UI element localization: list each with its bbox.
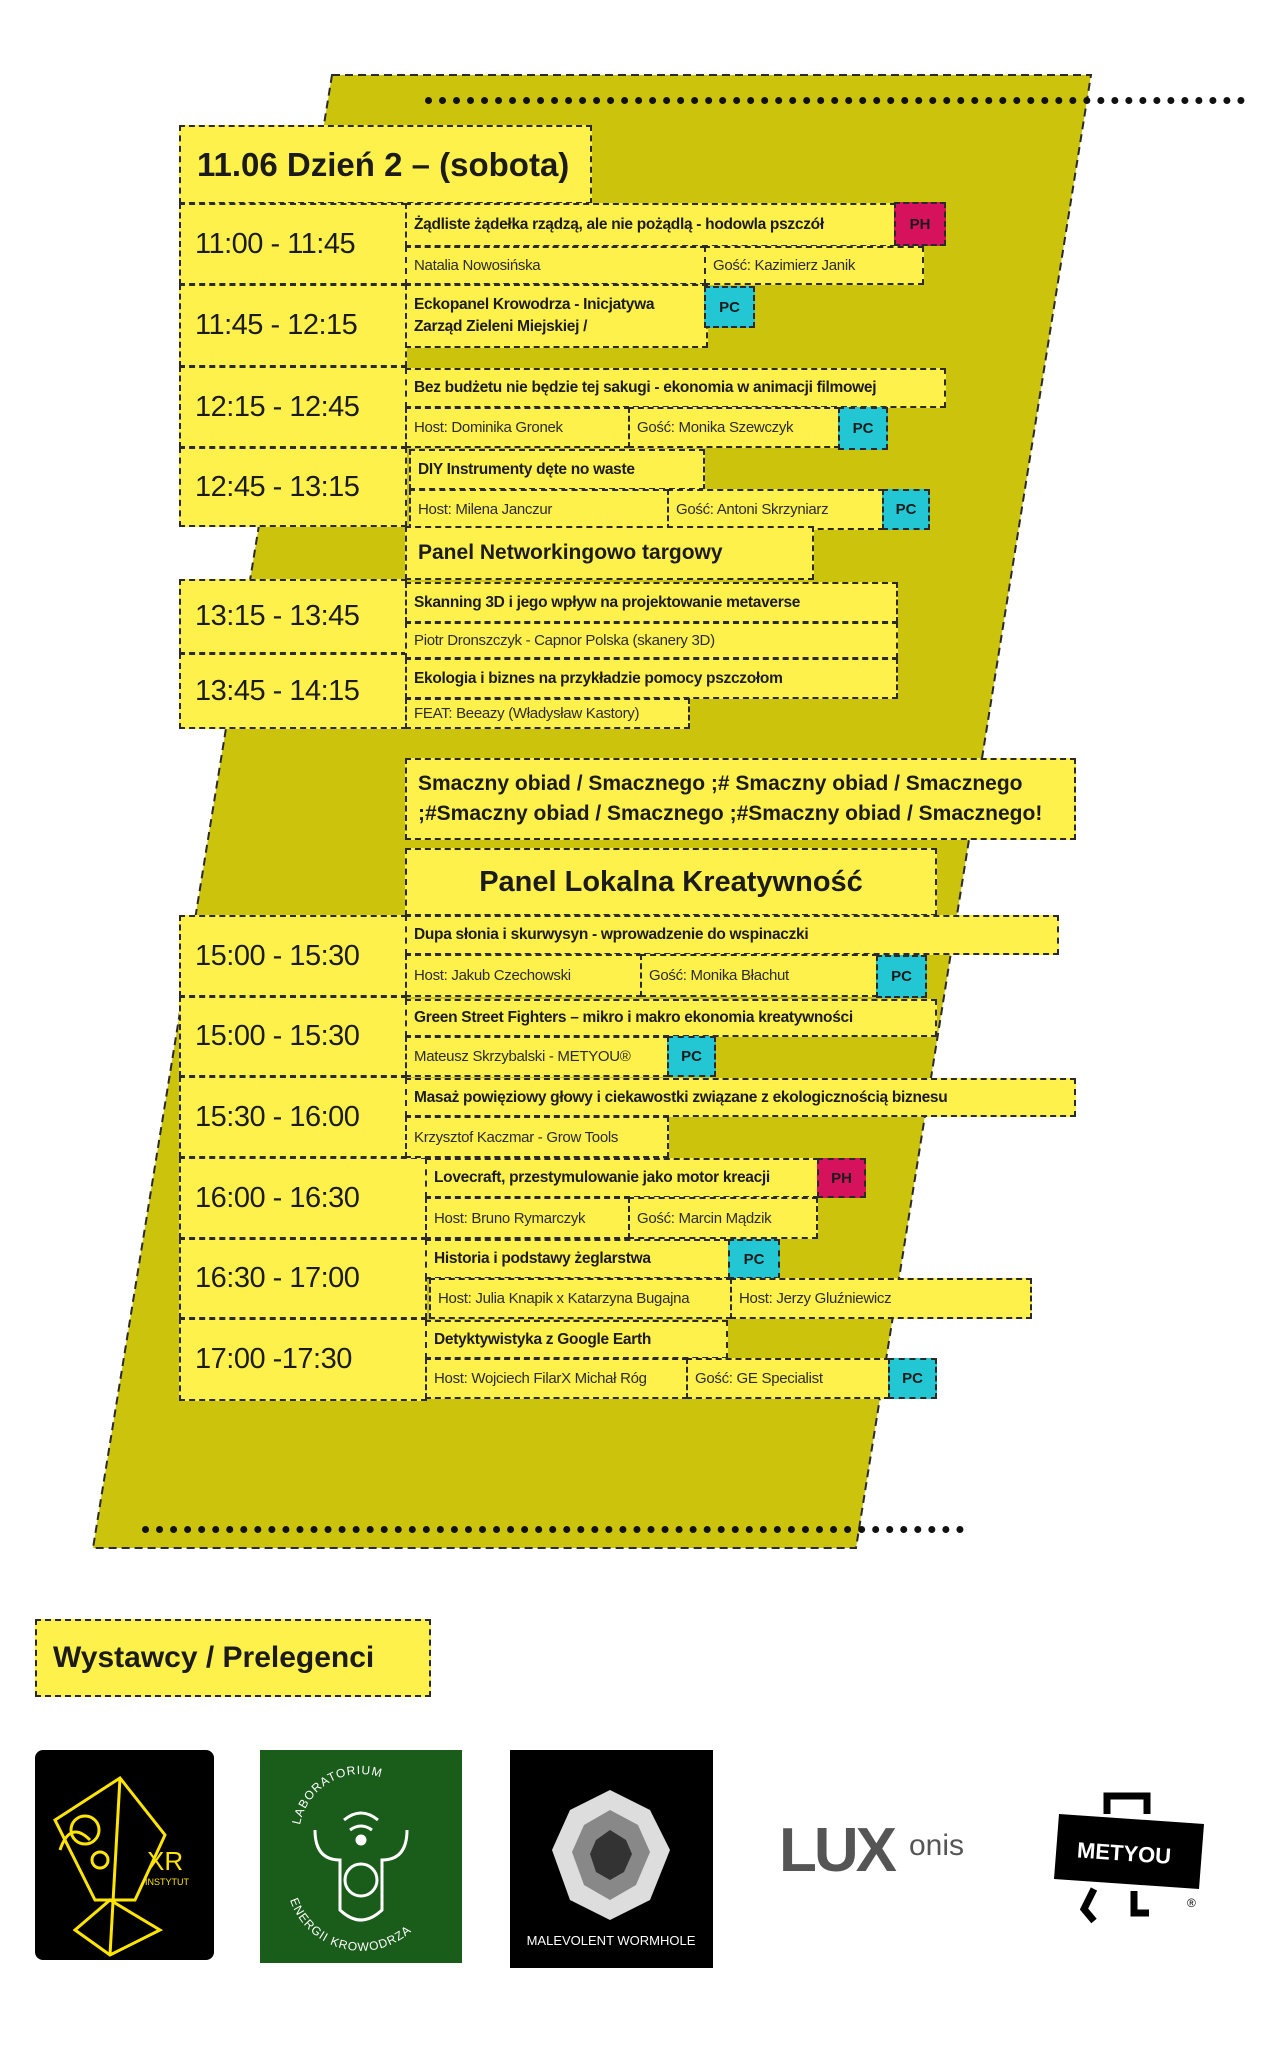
dotted-line-bottom <box>142 1526 964 1533</box>
time-slot: 11:00 - 11:45 <box>179 203 407 285</box>
lab-logo-bottom-text: ENERGII KROWODRZA <box>287 1896 413 1954</box>
time-slot: 12:45 - 13:15 <box>179 447 407 527</box>
xr-instytut-emblem-icon: XR INSTYTUT <box>53 1775 190 1957</box>
laboratorium-energii-logo: LABORATORIUM ENERGII KROWODRZA <box>260 1750 462 1963</box>
time-slot: 12:15 - 12:45 <box>179 366 407 448</box>
pc-badge: PC <box>882 489 930 530</box>
session-title-line: Zarząd Zieleni Miejskiej / <box>414 318 588 335</box>
exhibitors-heading: Wystawcy / Prelegenci <box>35 1619 431 1697</box>
session-host-2: Host: Jerzy Gluźniewicz <box>730 1278 1032 1319</box>
session-guest: Gość: Kazimierz Janik <box>704 246 924 285</box>
time-slot: 13:15 - 13:45 <box>179 579 407 654</box>
session-title: Masaż powięziowy głowy i ciekawostki zwi… <box>405 1078 1076 1117</box>
session-host: Mateusz Skrzybalski - METYOU® <box>405 1036 669 1077</box>
pc-badge: PC <box>888 1358 937 1399</box>
lunch-line: Smaczny obiad / Smacznego ;# Smaczny obi… <box>418 772 1023 795</box>
session-title: Żądliste żądełka rządzą, ale nie pożądlą… <box>405 203 896 247</box>
time-slot: 15:30 - 16:00 <box>179 1076 407 1158</box>
session-title: Detyktywistyka z Google Earth <box>425 1320 728 1359</box>
lunch-line: ;#Smaczny obiad / Smacznego ;#Smaczny ob… <box>418 802 1043 825</box>
session-guest: Gość: GE Specialist <box>686 1358 890 1399</box>
session-title: DIY Instrumenty dęte no waste <box>409 449 705 490</box>
time-slot: 15:00 - 15:30 <box>179 996 407 1077</box>
session-host: Natalia Nowosińska <box>405 246 706 285</box>
session-title: Historia i podstawy żeglarstwa <box>425 1239 730 1279</box>
luxonis-logo: LUX onis <box>779 1815 989 1890</box>
session-title: Eckopanel Krowodrza - Inicjatywa Zarząd … <box>405 284 708 348</box>
ph-badge: PH <box>817 1158 866 1198</box>
session-title: Ekologia i biznes na przykładzie pomocy … <box>405 658 898 699</box>
session-title-line: Eckopanel Krowodrza - Inicjatywa <box>414 296 655 313</box>
time-slot: 17:00 -17:30 <box>179 1318 427 1401</box>
ph-badge: PH <box>894 202 946 246</box>
session-host: Host: Dominika Gronek <box>405 407 630 448</box>
metyou-registered-mark: ® <box>1187 1896 1196 1910</box>
session-host: Host: Jakub Czechowski <box>405 954 642 997</box>
session-host: Host: Julia Knapik x Katarzyna Bugajna <box>429 1278 732 1319</box>
time-slot: 11:45 - 12:15 <box>179 284 407 367</box>
session-host: FEAT: Beeazy (Władysław Kastory) <box>405 698 690 729</box>
svg-text:ENERGII KROWODRZA: ENERGII KROWODRZA <box>287 1896 414 1954</box>
session-host: Host: Milena Janczur <box>409 489 669 530</box>
xr-logo-text: XR <box>147 1846 183 1876</box>
metyou-suitcase-icon: METYOU ® <box>1054 1792 1204 1924</box>
panel-networking: Panel Networkingowo targowy <box>405 526 814 580</box>
session-title: Lovecraft, przestymulowanie jako motor k… <box>425 1158 819 1198</box>
luxonis-logo-subtext: onis <box>909 1829 965 1862</box>
session-guest: Gość: Monika Błachut <box>640 954 878 997</box>
malevolent-wormhole-logo: MALEVOLENT WORMHOLE <box>510 1750 713 1968</box>
panel-local-creativity: Panel Lokalna Kreatywność <box>405 848 937 916</box>
metyou-logo: METYOU ® <box>1049 1789 1214 1924</box>
xr-instytut-logo: XR INSTYTUT <box>35 1750 214 1960</box>
wormhole-spiral-icon: MALEVOLENT WORMHOLE <box>527 1790 696 1948</box>
dotted-line-top <box>425 97 1245 104</box>
cow-wifi-emblem-icon: LABORATORIUM ENERGII KROWODRZA <box>287 1763 414 1954</box>
session-host: Host: Wojciech FilarX Michał Róg <box>425 1358 688 1399</box>
luxonis-logo-text: LUX <box>779 1816 897 1885</box>
time-slot: 16:00 - 16:30 <box>179 1157 427 1239</box>
session-guest: Gość: Monika Szewczyk <box>628 407 840 448</box>
wormhole-logo-text: MALEVOLENT WORMHOLE <box>527 1933 696 1948</box>
day-header: 11.06 Dzień 2 – (sobota) <box>179 125 592 204</box>
session-guest: Gość: Marcin Mądzik <box>628 1197 818 1239</box>
session-title: Green Street Fighters – mikro i makro ek… <box>405 999 937 1037</box>
session-title: Dupa słonia i skurwysyn - wprowadzenie d… <box>405 915 1059 955</box>
session-host: Host: Bruno Rymarczyk <box>425 1197 630 1239</box>
session-host: Krzysztof Kaczmar - Grow Tools <box>405 1116 669 1158</box>
pc-badge: PC <box>838 407 888 450</box>
time-slot: 16:30 - 17:00 <box>179 1238 427 1319</box>
xr-logo-subtext: INSTYTUT <box>145 1877 190 1887</box>
session-title: Bez budżetu nie będzie tej sakugi - ekon… <box>405 368 946 408</box>
pc-badge: PC <box>704 286 755 328</box>
time-slot: 15:00 - 15:30 <box>179 915 407 997</box>
time-slot: 13:45 - 14:15 <box>179 653 407 729</box>
lunch-break: Smaczny obiad / Smacznego ;# Smaczny obi… <box>405 758 1076 840</box>
pc-badge: PC <box>876 955 927 998</box>
pc-badge: PC <box>667 1036 716 1077</box>
pc-badge: PC <box>728 1239 780 1279</box>
session-host: Piotr Dronszczyk - Capnor Polska (skaner… <box>405 622 898 659</box>
session-title: Skanning 3D i jego wpływ na projektowani… <box>405 582 898 623</box>
session-guest: Gość: Antoni Skrzyniarz <box>667 489 884 530</box>
